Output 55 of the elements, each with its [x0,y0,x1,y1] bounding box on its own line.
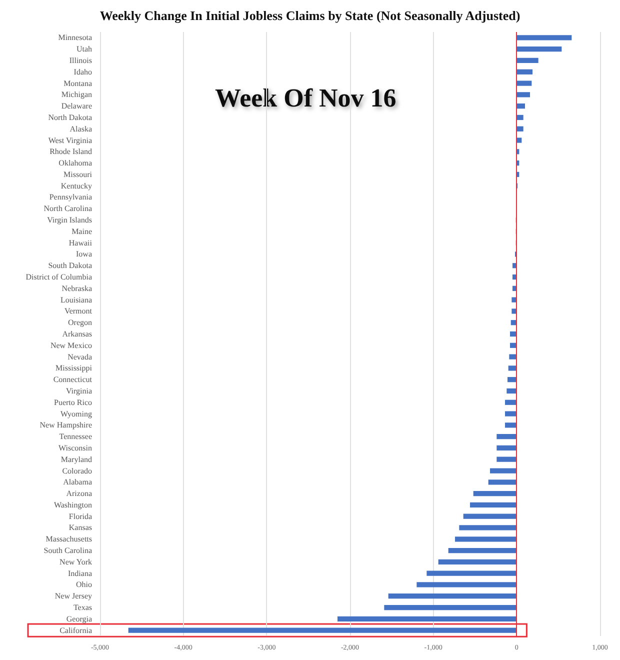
y-tick-label: Oklahoma [58,158,92,168]
y-tick-label: North Dakota [48,112,92,122]
y-tick-label: Idaho [74,67,92,76]
y-tick-label: Kansas [68,523,92,532]
y-tick-label: California [60,626,92,635]
y-tick-label: Indiana [68,568,92,578]
y-tick-label: Arizona [66,489,92,498]
y-tick-label: Minnesota [58,33,92,42]
y-tick-label: Oregon [68,318,92,328]
y-tick-label: Colorado [62,466,92,476]
y-tick-label: Missouri [64,170,93,179]
y-tick-label: Michigan [61,90,92,100]
y-tick-label: Louisiana [60,295,92,304]
y-tick-label: Alabama [63,478,92,487]
y-tick-label: Tennessee [59,432,92,442]
y-tick-label: Rhode Island [50,147,92,156]
y-tick-label: Nebraska [62,284,92,293]
y-tick-label: Iowa [76,250,92,259]
y-tick-label: Illinois [69,56,92,65]
y-tick-label: West Virginia [48,136,92,145]
y-tick-label: South Carolina [44,546,92,556]
y-tick-label: Vermont [64,306,93,316]
y-tick-label: Wyoming [60,409,92,418]
y-tick-label: Pennsylvania [49,192,92,202]
y-tick-label: Maryland [60,454,92,464]
y-tick-label: Washington [54,500,92,510]
y-tick-label: New York [60,557,92,566]
y-tick-label: Florida [68,512,92,521]
y-tick-label: North Carolina [44,204,92,214]
y-tick-label: New Jersey [54,592,92,601]
y-tick-label: Hawaii [68,238,93,248]
y-tick-label: Arkansas [62,330,92,338]
y-tick-label: Connecticut [53,375,93,384]
y-tick-label: New Mexico [50,340,92,350]
annotation: Week Of Nov 16 [215,84,396,112]
y-tick-label: Mississippi [56,364,93,373]
y-tick-label: Alaska [70,124,92,134]
y-tick-label: Kentucky [60,181,92,190]
y-tick-label: Georgia [66,614,92,624]
y-tick-label: Texas [73,603,92,612]
y-tick-label: Wisconsin [58,443,92,452]
y-tick-label: Montana [64,78,92,88]
y-tick-label: Puerto Rico [54,398,92,407]
y-tick-label: Maine [72,226,92,236]
y-tick-label: Virgin Islands [47,216,92,225]
y-tick-label: Nevada [68,352,92,362]
y-tick-label: Virginia [66,386,92,396]
chart-title: Weekly Change In Initial Jobless Claims by State (Not Seasonally Adjusted) [100,8,520,23]
y-tick-label: South Dakota [48,261,92,270]
y-tick-label: New Hampshire [40,420,92,430]
y-tick-label: Utah [76,44,92,54]
y-tick-label: Delaware [61,102,92,111]
y-tick-label: District of Columbia [26,272,92,282]
y-tick-label: Ohio [76,580,92,590]
y-tick-label: Massachusetts [46,534,92,544]
